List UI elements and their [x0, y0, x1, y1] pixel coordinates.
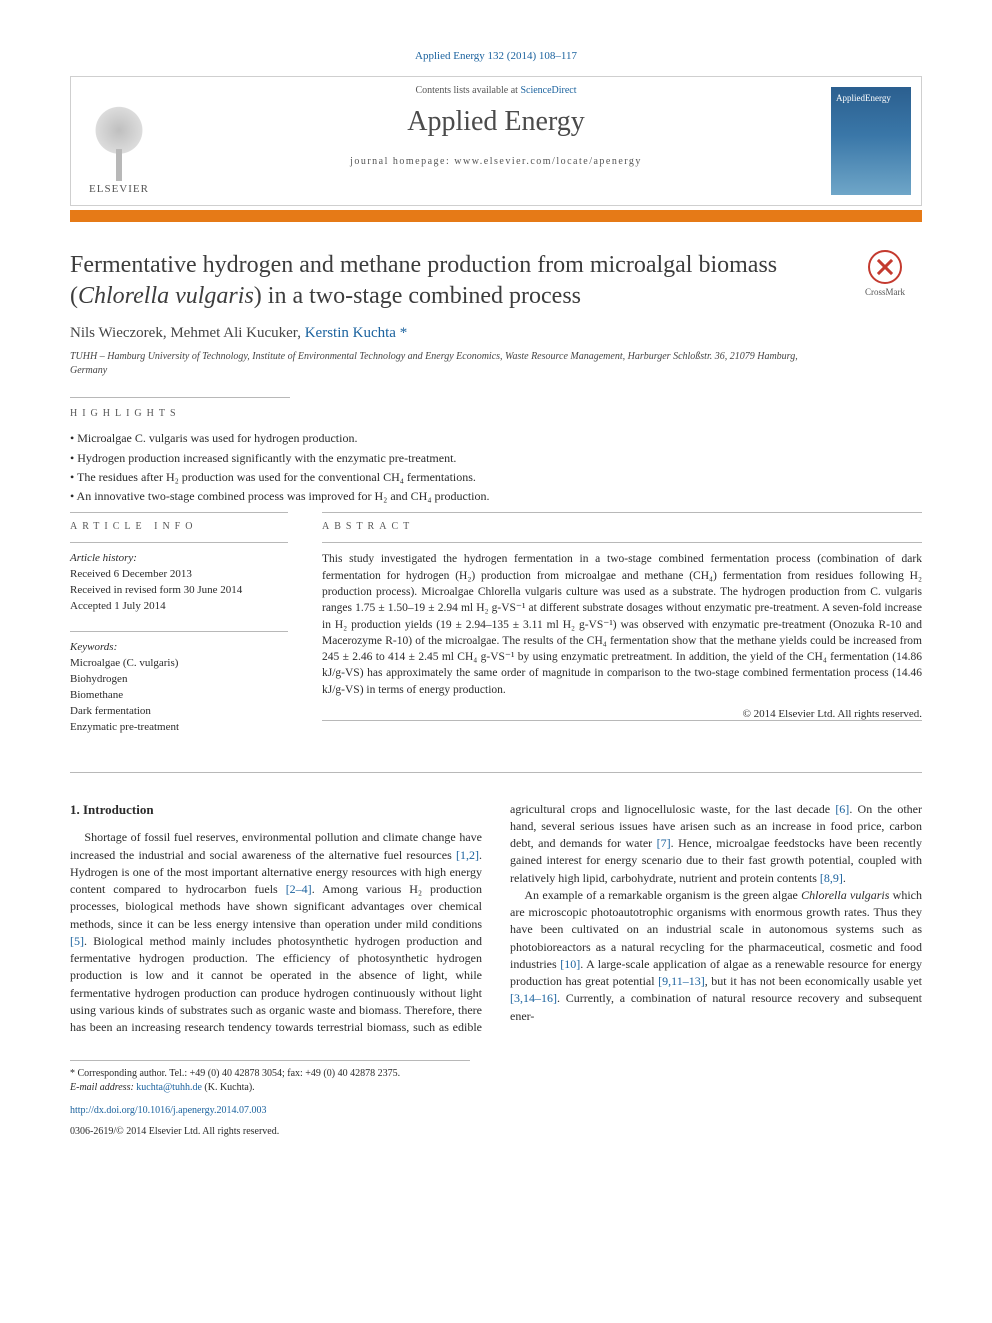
- keyword: Microalgae (C. vulgaris): [70, 656, 288, 672]
- divider: [70, 512, 288, 513]
- citation-line: Applied Energy 132 (2014) 108–117: [70, 50, 922, 62]
- crossmark-icon: [868, 250, 902, 284]
- highlights: Microalgae C. vulgaris was used for hydr…: [70, 429, 922, 506]
- ref-link[interactable]: [6]: [835, 802, 849, 816]
- divider: [70, 542, 288, 543]
- journal-name: Applied Energy: [181, 106, 811, 138]
- history-item: Accepted 1 July 2014: [70, 599, 288, 615]
- authors: Nils Wieczorek, Mehmet Ali Kucuker, Kers…: [70, 325, 828, 342]
- text-run: , but it has not been economically usabl…: [705, 974, 922, 988]
- email-link[interactable]: kuchta@tuhh.de: [136, 1082, 202, 1093]
- journal-cover-thumb: AppliedEnergy: [831, 87, 911, 195]
- footnotes: * Corresponding author. Tel.: +49 (0) 40…: [70, 1060, 470, 1095]
- history-item: Received 6 December 2013: [70, 567, 288, 583]
- footer-issn-line: 0306-2619/© 2014 Elsevier Ltd. All right…: [70, 1126, 922, 1137]
- divider: [70, 631, 288, 632]
- crossmark-label: CrossMark: [865, 287, 905, 297]
- ref-link[interactable]: [9,11–13]: [658, 974, 705, 988]
- text-run: . Currently, a combination of natural re…: [510, 991, 922, 1022]
- corresponding-author-link[interactable]: Kerstin Kuchta: [305, 325, 396, 341]
- cover-title: AppliedEnergy: [836, 93, 906, 103]
- ref-link[interactable]: [8,9]: [820, 871, 843, 885]
- ref-link[interactable]: [2–4]: [286, 882, 312, 896]
- contents-line: Contents lists available at ScienceDirec…: [181, 85, 811, 96]
- keyword: Enzymatic pre-treatment: [70, 720, 288, 736]
- highlight-item: The residues after H₂ production was use…: [70, 468, 922, 487]
- section-heading-intro: 1. Introduction: [70, 801, 482, 820]
- citation-link[interactable]: Applied Energy 132 (2014) 108–117: [415, 50, 577, 62]
- email-label: E-mail address:: [70, 1082, 136, 1093]
- title-part-b: ) in a two-stage combined process: [254, 283, 581, 309]
- keywords-block: Keywords: Microalgae (C. vulgaris) Biohy…: [70, 640, 288, 736]
- homepage-line: journal homepage: www.elsevier.com/locat…: [181, 156, 811, 167]
- highlights-label: HIGHLIGHTS: [70, 408, 922, 419]
- keywords-head: Keywords:: [70, 640, 288, 656]
- text-run: Shortage of fossil fuel reserves, enviro…: [70, 830, 482, 861]
- footer-doi-line: http://dx.doi.org/10.1016/j.apenergy.201…: [70, 1105, 922, 1116]
- article-title: Fermentative hydrogen and methane produc…: [70, 250, 828, 311]
- body-columns: 1. Introduction Shortage of fossil fuel …: [70, 801, 922, 1037]
- abstract-text: This study investigated the hydrogen fer…: [322, 551, 922, 698]
- keyword: Dark fermentation: [70, 704, 288, 720]
- intro-paragraph: An example of a remarkable organism is t…: [510, 887, 922, 1025]
- contents-prefix: Contents lists available at: [415, 85, 520, 96]
- copyright: © 2014 Elsevier Ltd. All rights reserved…: [322, 708, 922, 720]
- ref-link[interactable]: [1,2]: [456, 848, 479, 862]
- divider: [322, 542, 922, 543]
- text-run: An example of a remarkable organism is t…: [524, 888, 801, 902]
- article-history: Article history: Received 6 December 201…: [70, 551, 288, 615]
- crossmark-badge[interactable]: CrossMark: [848, 250, 922, 297]
- ref-link[interactable]: [10]: [560, 957, 580, 971]
- ref-link[interactable]: [5]: [70, 934, 84, 948]
- doi-link[interactable]: http://dx.doi.org/10.1016/j.apenergy.201…: [70, 1105, 266, 1116]
- author-footnote-link[interactable]: *: [396, 325, 407, 341]
- divider: [322, 720, 922, 721]
- corresponding-author-note: * Corresponding author. Tel.: +49 (0) 40…: [70, 1067, 470, 1081]
- ref-link[interactable]: [3,14–16]: [510, 991, 557, 1005]
- highlight-item: An innovative two-stage combined process…: [70, 487, 922, 506]
- sciencedirect-link[interactable]: ScienceDirect: [520, 85, 576, 96]
- homepage-prefix: journal homepage:: [350, 156, 454, 167]
- highlight-item: Microalgae C. vulgaris was used for hydr…: [70, 429, 922, 448]
- title-species: Chlorella vulgaris: [78, 283, 254, 309]
- email-tail: (K. Kuchta).: [202, 1082, 255, 1093]
- highlight-item: Hydrogen production increased significan…: [70, 449, 922, 468]
- divider: [70, 397, 290, 398]
- article-info-label: ARTICLE INFO: [70, 521, 288, 532]
- authors-plain: Nils Wieczorek, Mehmet Ali Kucuker,: [70, 325, 305, 341]
- elsevier-logo: ELSEVIER: [81, 87, 157, 195]
- divider: [70, 772, 922, 773]
- ref-link[interactable]: [7]: [657, 836, 671, 850]
- history-item: Received in revised form 30 June 2014: [70, 583, 288, 599]
- elsevier-tree-icon: [91, 103, 147, 181]
- divider: [322, 512, 922, 513]
- orange-bar: [70, 210, 922, 222]
- journal-header: ELSEVIER Contents lists available at Sci…: [70, 76, 922, 206]
- species-name: Chlorella vulgaris: [801, 888, 889, 902]
- homepage-link[interactable]: www.elsevier.com/locate/apenergy: [454, 156, 642, 167]
- affiliation: TUHH – Hamburg University of Technology,…: [70, 350, 828, 377]
- keyword: Biohydrogen: [70, 672, 288, 688]
- text-run: .: [843, 871, 846, 885]
- elsevier-word: ELSEVIER: [89, 183, 149, 195]
- keyword: Biomethane: [70, 688, 288, 704]
- abstract-label: ABSTRACT: [322, 521, 922, 532]
- history-head: Article history:: [70, 551, 288, 567]
- email-line: E-mail address: kuchta@tuhh.de (K. Kucht…: [70, 1081, 470, 1095]
